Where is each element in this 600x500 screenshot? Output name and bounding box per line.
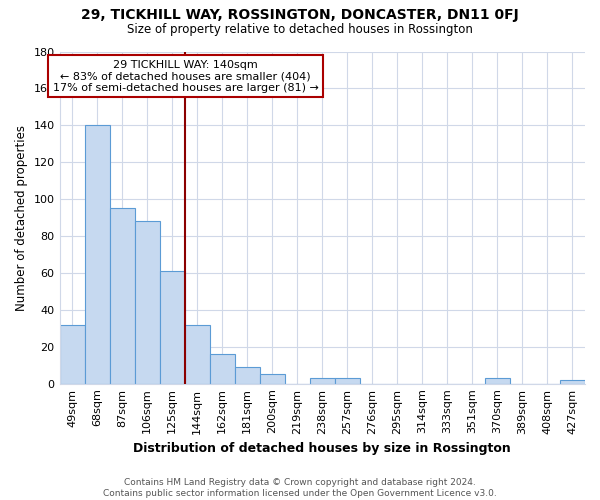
- Bar: [185, 324, 209, 384]
- Bar: [85, 126, 110, 384]
- Bar: [134, 222, 160, 384]
- Text: 29 TICKHILL WAY: 140sqm
← 83% of detached houses are smaller (404)
17% of semi-d: 29 TICKHILL WAY: 140sqm ← 83% of detache…: [53, 60, 319, 93]
- Y-axis label: Number of detached properties: Number of detached properties: [15, 124, 28, 310]
- Bar: [260, 374, 285, 384]
- Bar: [335, 378, 360, 384]
- Bar: [59, 324, 85, 384]
- Bar: [110, 208, 134, 384]
- Text: Size of property relative to detached houses in Rossington: Size of property relative to detached ho…: [127, 22, 473, 36]
- Bar: [485, 378, 510, 384]
- Bar: [560, 380, 585, 384]
- X-axis label: Distribution of detached houses by size in Rossington: Distribution of detached houses by size …: [133, 442, 511, 455]
- Bar: [209, 354, 235, 384]
- Bar: [160, 271, 185, 384]
- Bar: [235, 367, 260, 384]
- Text: 29, TICKHILL WAY, ROSSINGTON, DONCASTER, DN11 0FJ: 29, TICKHILL WAY, ROSSINGTON, DONCASTER,…: [81, 8, 519, 22]
- Bar: [310, 378, 335, 384]
- Text: Contains HM Land Registry data © Crown copyright and database right 2024.
Contai: Contains HM Land Registry data © Crown c…: [103, 478, 497, 498]
